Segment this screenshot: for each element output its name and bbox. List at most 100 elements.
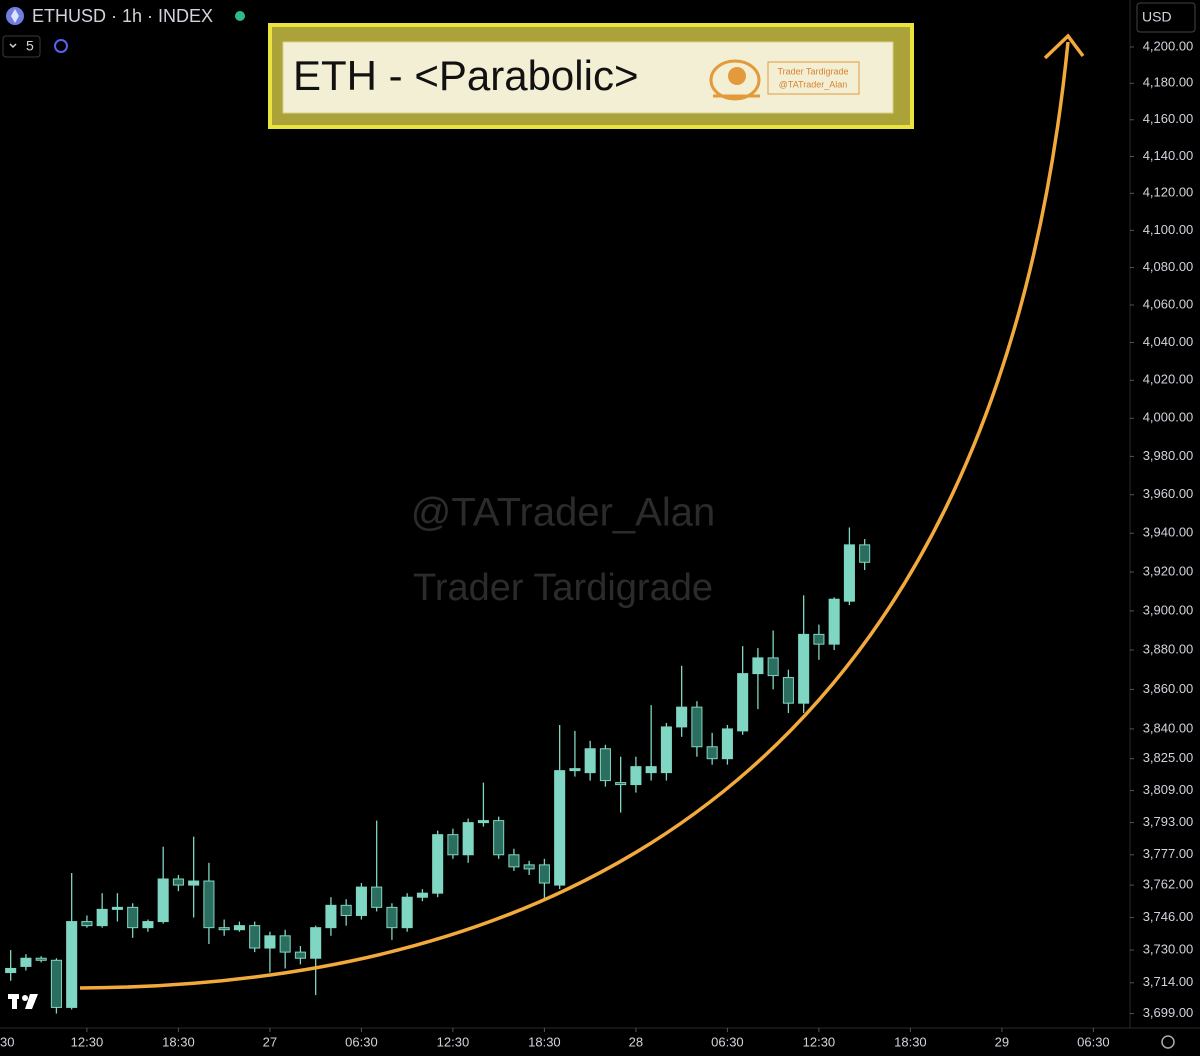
candle-body — [447, 834, 459, 856]
symbol[interactable]: ETHUSD · 1h · INDEX — [32, 6, 213, 26]
market-status — [235, 11, 245, 21]
y-tick-label: 4,020.00 — [1143, 372, 1194, 387]
title: ETH - <Parabolic> — [293, 52, 638, 99]
candle-body — [782, 677, 794, 704]
y-tick-label: 3,825.00 — [1143, 750, 1194, 765]
candle-body — [111, 906, 123, 910]
candle-body — [233, 925, 245, 931]
candle-body — [462, 822, 474, 856]
candle-body — [310, 927, 322, 959]
candle-body — [172, 878, 184, 886]
candle-body — [325, 904, 337, 929]
candle-body — [218, 927, 230, 931]
candle-body — [416, 892, 428, 898]
y-tick-label: 3,940.00 — [1143, 525, 1194, 540]
y-tick-label: 3,699.00 — [1143, 1005, 1194, 1020]
candle-body — [584, 748, 596, 774]
candle-body — [371, 886, 383, 908]
y-tick-label: 4,140.00 — [1143, 148, 1194, 163]
y-tick-label: 3,714.00 — [1143, 974, 1194, 989]
candle-body — [279, 935, 291, 953]
candle-body — [691, 706, 703, 748]
y-tick-label: 3,793.00 — [1143, 814, 1194, 829]
candle-body — [828, 598, 840, 645]
candle-body — [5, 967, 17, 974]
x-tick-label: 12:30 — [803, 1034, 836, 1049]
logo-box — [767, 61, 860, 95]
candle-body — [20, 957, 32, 967]
x-tick-label: 27 — [263, 1034, 277, 1049]
candle-body — [66, 921, 78, 1008]
curve-arrowhead — [1043, 33, 1085, 60]
candle-body — [554, 770, 566, 886]
candle-body — [630, 766, 642, 786]
y-tick-label: 3,840.00 — [1143, 720, 1194, 735]
y-tick-label: 4,120.00 — [1143, 185, 1194, 200]
x-tick-label: 12:30 — [71, 1034, 104, 1049]
candle-body — [737, 673, 749, 732]
plot-area — [5, 527, 871, 1014]
x-tick-label: 12:30 — [437, 1034, 470, 1049]
candle-body — [645, 766, 657, 774]
y-tick-label: 3,960.00 — [1143, 486, 1194, 501]
candle-body — [477, 820, 489, 824]
parabolic-curve — [79, 41, 1070, 990]
y-tick-label: 3,809.00 — [1143, 782, 1194, 797]
currency-button[interactable] — [1136, 2, 1196, 33]
indicator-toggle[interactable] — [2, 35, 41, 58]
candle-body — [157, 878, 169, 923]
candle-body — [81, 921, 93, 927]
logo-icon — [709, 59, 761, 101]
chevron — [9, 43, 17, 49]
y-tick-label: 3,900.00 — [1143, 602, 1194, 617]
candle-body — [813, 633, 825, 645]
candle-body — [264, 935, 276, 949]
y-tick-label: 3,762.00 — [1143, 877, 1194, 892]
watermark-handle: @TATrader_Alan — [411, 491, 715, 535]
candle-body — [203, 880, 215, 929]
candle-body — [355, 886, 367, 916]
settings-icon[interactable] — [1161, 1035, 1175, 1049]
x-tick-label: 06:30 — [345, 1034, 378, 1049]
eth-glyph — [11, 9, 19, 23]
candle-body — [35, 957, 47, 961]
y-tick-label: 3,980.00 — [1143, 448, 1194, 463]
candle-body — [721, 728, 733, 760]
y-tick-label: 4,060.00 — [1143, 296, 1194, 311]
y-tick-label: 4,040.00 — [1143, 334, 1194, 349]
y-tick-label: 3,746.00 — [1143, 909, 1194, 924]
candle-body — [401, 896, 413, 929]
candle-body — [798, 633, 810, 704]
candle-body — [523, 864, 535, 870]
candle-body — [340, 904, 352, 916]
candle-body — [599, 748, 611, 782]
candle-body — [859, 544, 871, 563]
candle-body — [752, 657, 764, 675]
refresh-icon[interactable] — [54, 39, 68, 53]
y-tick-label: 3,880.00 — [1143, 641, 1194, 656]
x-tick-label: 30 — [0, 1034, 14, 1049]
candle-body — [127, 906, 139, 929]
candle-body — [294, 951, 306, 959]
candle-body — [50, 959, 62, 1008]
candle-body — [538, 864, 550, 884]
y-tick-label: 3,920.00 — [1143, 563, 1194, 578]
candle-body — [249, 925, 261, 949]
candle-body — [386, 906, 398, 929]
candle-body — [188, 880, 200, 886]
candle-body — [843, 544, 855, 602]
candle-body — [432, 834, 444, 894]
x-tick-label: 18:30 — [162, 1034, 195, 1049]
x-tick-label: 28 — [629, 1034, 643, 1049]
y-tick-label: 4,100.00 — [1143, 222, 1194, 237]
y-tick-label: 4,080.00 — [1143, 259, 1194, 274]
y-tick-label: 4,160.00 — [1143, 111, 1194, 126]
x-tick-label: 18:30 — [894, 1034, 927, 1049]
candle-body — [493, 820, 505, 856]
x-tick-label: 18:30 — [528, 1034, 561, 1049]
currency: USD — [1142, 9, 1172, 25]
logo-handle: @TATrader_Alan — [779, 79, 848, 89]
